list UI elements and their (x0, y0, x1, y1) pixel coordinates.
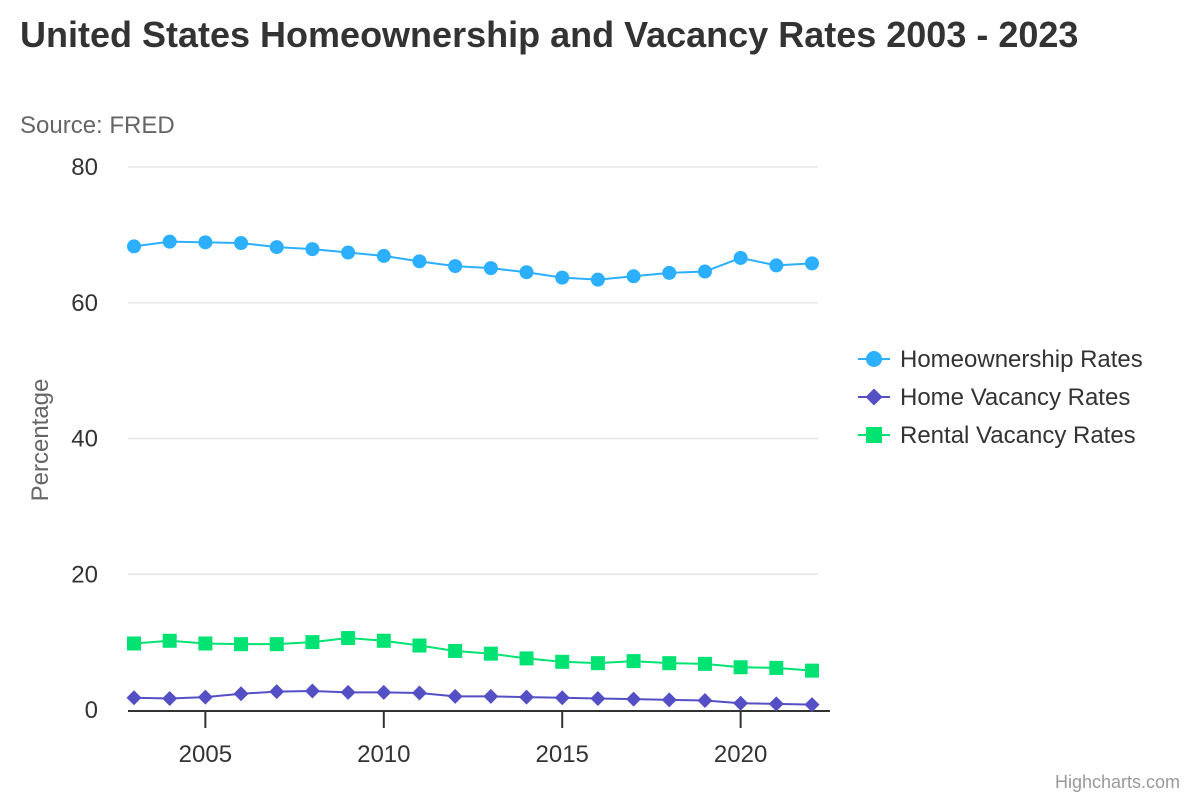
point-homeownership-rates-2019[interactable] (697, 264, 712, 279)
point-rental-vacancy-rates-2016[interactable] (590, 656, 605, 671)
legend-item-home-vacancy-rates[interactable]: Home Vacancy Rates (858, 384, 1130, 411)
point-home-vacancy-rates-2012[interactable] (447, 688, 463, 704)
point-home-vacancy-rates-2022[interactable] (804, 697, 820, 713)
point-homeownership-rates-2010[interactable] (376, 248, 391, 263)
legend-label-rental-vacancy-rates: Rental Vacancy Rates (900, 422, 1136, 449)
x-tick-label-2010: 2010 (357, 741, 410, 768)
point-homeownership-rates-2017[interactable] (626, 269, 641, 284)
point-rental-vacancy-rates-2017[interactable] (626, 654, 641, 669)
grid-lines (128, 166, 818, 575)
point-homeownership-rates-2006[interactable] (234, 236, 249, 251)
point-rental-vacancy-rates-2012[interactable] (448, 643, 463, 658)
legend[interactable]: Homeownership Rates Home Vacancy Rates Ren… (858, 346, 1143, 449)
point-home-vacancy-rates-2020[interactable] (733, 695, 749, 711)
point-rental-vacancy-rates-2010[interactable] (376, 633, 391, 648)
x-axis: 2005 2010 2015 2020 (128, 710, 830, 768)
point-homeownership-rates-2004[interactable] (162, 234, 177, 249)
point-homeownership-rates-2014[interactable] (519, 265, 534, 280)
point-homeownership-rates-2013[interactable] (483, 261, 498, 276)
x-tick-label-2020: 2020 (714, 741, 767, 768)
legend-marker-rental-vacancy-rates[interactable] (866, 427, 882, 443)
point-home-vacancy-rates-2013[interactable] (483, 688, 499, 704)
point-home-vacancy-rates-2019[interactable] (697, 692, 713, 708)
point-homeownership-rates-2005[interactable] (198, 235, 213, 250)
point-home-vacancy-rates-2010[interactable] (376, 684, 392, 700)
point-rental-vacancy-rates-2007[interactable] (269, 637, 284, 652)
point-home-vacancy-rates-2005[interactable] (197, 689, 213, 705)
point-homeownership-rates-2018[interactable] (662, 265, 677, 280)
point-rental-vacancy-rates-2005[interactable] (198, 636, 213, 651)
point-rental-vacancy-rates-2013[interactable] (483, 646, 498, 661)
point-rental-vacancy-rates-2003[interactable] (127, 636, 141, 651)
point-homeownership-rates-2008[interactable] (305, 242, 320, 257)
point-homeownership-rates-2009[interactable] (341, 245, 356, 260)
point-rental-vacancy-rates-2015[interactable] (555, 654, 570, 669)
chart-title: United States Homeownership and Vacancy … (20, 14, 1079, 55)
point-rental-vacancy-rates-2014[interactable] (519, 651, 534, 666)
credits-link[interactable]: Highcharts.com (1054, 772, 1180, 792)
plot-area (126, 234, 820, 713)
point-rental-vacancy-rates-2006[interactable] (234, 637, 249, 652)
point-home-vacancy-rates-2009[interactable] (340, 684, 356, 700)
point-homeownership-rates-2015[interactable] (555, 270, 570, 285)
y-tick-label-20: 20 (71, 561, 98, 588)
x-tick-label-2005: 2005 (179, 741, 232, 768)
point-home-vacancy-rates-2016[interactable] (590, 690, 606, 706)
point-home-vacancy-rates-2018[interactable] (661, 692, 677, 708)
legend-marker-homeownership-rates[interactable] (866, 351, 882, 367)
y-axis-title: Percentage (27, 379, 54, 502)
point-homeownership-rates-2020[interactable] (733, 250, 748, 265)
legend-item-homeownership-rates[interactable]: Homeownership Rates (858, 346, 1143, 373)
x-tick-label-2015: 2015 (536, 741, 589, 768)
y-axis: 0 20 40 60 80 (71, 154, 98, 724)
point-homeownership-rates-2011[interactable] (412, 254, 427, 269)
point-rental-vacancy-rates-2004[interactable] (162, 633, 177, 648)
point-homeownership-rates-2022[interactable] (805, 256, 819, 271)
point-rental-vacancy-rates-2019[interactable] (697, 656, 712, 671)
point-rental-vacancy-rates-2008[interactable] (305, 635, 320, 650)
point-homeownership-rates-2021[interactable] (769, 258, 784, 273)
point-home-vacancy-rates-2017[interactable] (626, 691, 642, 707)
point-rental-vacancy-rates-2021[interactable] (769, 660, 784, 675)
point-home-vacancy-rates-2021[interactable] (768, 696, 784, 712)
legend-item-rental-vacancy-rates[interactable]: Rental Vacancy Rates (858, 422, 1136, 449)
point-rental-vacancy-rates-2020[interactable] (733, 660, 748, 675)
point-homeownership-rates-2012[interactable] (448, 259, 463, 274)
point-rental-vacancy-rates-2022[interactable] (805, 663, 819, 678)
point-homeownership-rates-2007[interactable] (269, 240, 284, 255)
legend-marker-home-vacancy-rates[interactable] (865, 388, 883, 406)
point-home-vacancy-rates-2014[interactable] (519, 689, 535, 705)
y-tick-label-80: 80 (71, 154, 98, 181)
y-tick-label-60: 60 (71, 290, 98, 317)
point-home-vacancy-rates-2011[interactable] (411, 685, 427, 701)
legend-label-home-vacancy-rates: Home Vacancy Rates (900, 384, 1130, 411)
point-home-vacancy-rates-2006[interactable] (233, 686, 249, 702)
point-home-vacancy-rates-2004[interactable] (162, 690, 178, 706)
point-home-vacancy-rates-2015[interactable] (554, 690, 570, 706)
point-home-vacancy-rates-2007[interactable] (269, 684, 285, 700)
point-rental-vacancy-rates-2011[interactable] (412, 638, 427, 653)
y-tick-label-0: 0 (85, 697, 98, 724)
chart-subtitle: Source: FRED (20, 112, 175, 139)
point-rental-vacancy-rates-2018[interactable] (662, 656, 677, 671)
legend-label-homeownership-rates: Homeownership Rates (900, 346, 1143, 373)
point-home-vacancy-rates-2008[interactable] (304, 683, 320, 699)
y-tick-label-40: 40 (71, 426, 98, 453)
point-homeownership-rates-2016[interactable] (590, 272, 605, 287)
point-rental-vacancy-rates-2009[interactable] (341, 631, 356, 646)
point-homeownership-rates-2003[interactable] (127, 239, 141, 254)
point-home-vacancy-rates-2003[interactable] (126, 690, 142, 706)
